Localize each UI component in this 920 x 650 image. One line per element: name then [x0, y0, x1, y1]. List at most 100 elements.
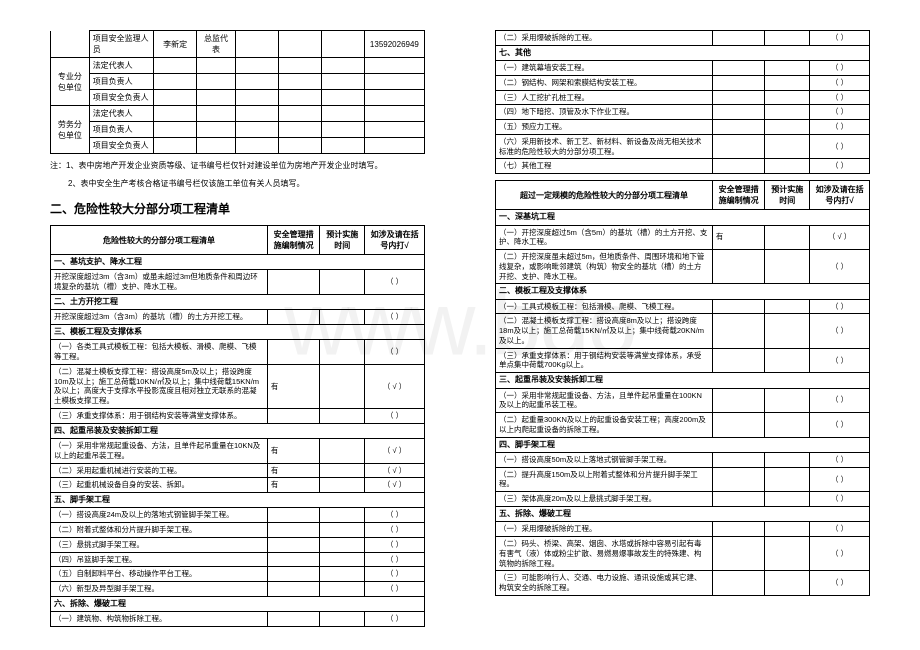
phone-cell: 13592026949 — [364, 31, 424, 58]
item-cell: （二）提升高度150m及以上附着式整体和分片提升脚手架工程。 — [496, 467, 713, 492]
item-cell: （三）起重机械设备自身的安装、拆卸。 — [51, 478, 268, 493]
paren-cell: （ ） — [810, 61, 870, 76]
paren-cell: （ ） — [810, 348, 870, 373]
paren-cell: （ √ ） — [365, 364, 425, 408]
item-cell: （三）悬挑式脚手架工程。 — [51, 537, 268, 552]
item-cell: （三）架体高度20m及以上悬挑式脚手架工程。 — [496, 492, 713, 507]
paren-cell: （ ） — [365, 340, 425, 365]
item-cell: 开挖深度超过3m（含3m）的基坑（槽）的土方开挖工程。 — [51, 310, 268, 325]
val-cell: 有 — [267, 478, 319, 493]
val-cell: 有 — [267, 364, 319, 408]
item-cell: （一）工具式模板工程：包括滑模、爬模、飞模工程。 — [496, 299, 713, 314]
paren-cell: （ ） — [365, 552, 425, 567]
item-cell: （六）新型及异型脚手架工程。 — [51, 582, 268, 597]
hazard-list-table-right-top: （二）采用爆破拆除的工程。 （ ） 七、其他 （一）建筑幕墙安装工程。 （ ） （二… — [495, 30, 870, 174]
item-cell: （一）采用非常规起重设备、方法，且单件起吊重量在100KN及以上的起重吊装工程。 — [496, 388, 713, 413]
col-h1: 危险性较大的分部分项工程清单 — [51, 226, 268, 255]
item-cell: （四）吊篮脚手架工程。 — [51, 552, 268, 567]
paren-cell: （ ） — [810, 522, 870, 537]
section-2-title: 二、危险性较大分部分项工程清单 — [50, 200, 425, 217]
item-cell: （二）附着式整体和分片提升脚手架工程。 — [51, 523, 268, 538]
item-cell: （一）搭设高度50m及以上落地式钢管脚手架工程。 — [496, 452, 713, 467]
item-cell: （二）采用起重机械进行安装的工程。 — [51, 463, 268, 478]
paren-cell: （ ） — [810, 314, 870, 348]
personnel-table: 项目安全监理人员 李新定 总监代表 13592026949 专业分包单位 法定代… — [50, 30, 425, 154]
paren-cell: （ ） — [810, 31, 870, 46]
cat-row: 三、模板工程及支撑体系 — [51, 325, 425, 340]
role-cell: 项目负责人 — [89, 122, 153, 138]
paren-cell: （ ） — [365, 270, 425, 295]
name-cell: 李新定 — [154, 31, 197, 58]
left-page: 项目安全监理人员 李新定 总监代表 13592026949 专业分包单位 法定代… — [0, 0, 460, 650]
item-cell: （五）预应力工程。 — [496, 120, 713, 135]
col-h2b: 安全管理措施编制情况 — [712, 181, 764, 210]
item-cell: （一）建筑幕墙安装工程。 — [496, 61, 713, 76]
item-cell: （二）混凝土模板支撑工程：搭设高度8m及以上；搭设跨度18m及以上；施工总荷载1… — [496, 314, 713, 348]
item-cell: （一）开挖深度超过5m（含5m）的基坑（槽）的土方开挖、支护、降水工程。 — [496, 225, 713, 250]
item-cell: （一）采用爆破拆除的工程。 — [496, 522, 713, 537]
paren-cell: （ √ ） — [365, 463, 425, 478]
paren-cell: （ ） — [810, 537, 870, 571]
cat-row: 五、脚手架工程 — [51, 493, 425, 508]
item-cell: （二）混凝土模板支撑工程：搭设高度5m及以上；搭设跨度10m及以上；施工总荷载1… — [51, 364, 268, 408]
cat-row: 六、拆除、爆破工程 — [51, 596, 425, 611]
paren-cell: （ √ ） — [365, 478, 425, 493]
col-h2: 安全管理措施编制情况 — [267, 226, 319, 255]
paren-cell: （ ） — [810, 467, 870, 492]
hazard-list-table-left: 危险性较大的分部分项工程清单 安全管理措施编制情况 预计实施时间 如涉及请在括号… — [50, 225, 425, 627]
paren-cell: （ ） — [810, 388, 870, 413]
item-cell: （二）起重量300KN及以上的起重设备安装工程；高度200m及以上内爬起重设备的… — [496, 413, 713, 438]
col-h1b: 超过一定规模的危险性较大的分部分项工程清单 — [496, 181, 713, 210]
item-cell: （三）可能影响行人、交通、电力设施、通讯设施或其它建、构筑安全的拆除工程。 — [496, 571, 713, 596]
right-page: （二）采用爆破拆除的工程。 （ ） 七、其他 （一）建筑幕墙安装工程。 （ ） （二… — [460, 0, 920, 650]
item-cell: （一）建筑物、构筑物拆除工程。 — [51, 612, 268, 627]
paren-cell: （ ） — [365, 508, 425, 523]
cat-row: 七、其他 — [496, 45, 870, 60]
paren-cell: （ ） — [810, 492, 870, 507]
item-cell: （四）地下暗挖、顶管及水下作业工程。 — [496, 105, 713, 120]
cat-row: 一、基坑支护、降水工程 — [51, 255, 425, 270]
paren-cell: （ ） — [810, 90, 870, 105]
item-cell: 开挖深度超过3m（含3m）或虽未超过3m但地质条件和周边环境复杂的基坑（槽）支护… — [51, 270, 268, 295]
item-cell: （二）码头、桥梁、高架、烟囱、水塔或拆除中容易引起有毒有害气（液）体或粉尘扩散、… — [496, 537, 713, 571]
col-h3b: 预计实施时间 — [765, 181, 810, 210]
cat-row: 三、起重吊装及安装拆卸工程 — [496, 373, 870, 388]
cat-row: 四、脚手架工程 — [496, 437, 870, 452]
cat-row: 二、土方开挖工程 — [51, 294, 425, 309]
role-cell: 项目安全负责人 — [89, 138, 153, 154]
cat-row: 四、起重吊装及安装拆卸工程 — [51, 423, 425, 438]
cat-row: 一、深基坑工程 — [496, 210, 870, 225]
unit2-cell: 劳务分包单位 — [51, 106, 90, 154]
paren-cell: （ ） — [365, 537, 425, 552]
paren-cell: （ ） — [810, 299, 870, 314]
col-h4b: 如涉及请在括号内打√ — [810, 181, 870, 210]
item-cell: （七）其他工程 — [496, 159, 713, 174]
paren-cell: （ √ ） — [810, 225, 870, 250]
item-cell: （一）采用非常规起重设备、方法，且单件起吊重量在10KN及以上的起重吊装工程。 — [51, 439, 268, 464]
role-cell: 项目安全负责人 — [89, 90, 153, 106]
paren-cell: （ ） — [365, 408, 425, 423]
role-cell: 法定代表人 — [89, 106, 153, 122]
role-cell: 法定代表人 — [89, 58, 153, 74]
item-cell: （三）承重支撑体系：用于钢结构安装等满堂支撑体系，承受单点集中荷载700Kg以上… — [496, 348, 713, 373]
paren-cell: （ ） — [810, 413, 870, 438]
item-cell: （二）采用爆破拆除的工程。 — [496, 31, 713, 46]
item-cell: （二）钢结构、网架和索膜结构安装工程。 — [496, 75, 713, 90]
item-cell: （六）采用新技术、新工艺、新材料、新设备及尚无相关技术标准的危险性较大的分部分项… — [496, 134, 713, 159]
role2-cell: 总监代表 — [197, 31, 236, 58]
item-cell: （三）承重支撑体系：用于钢结构安装等满堂支撑体系。 — [51, 408, 268, 423]
val-cell: 有 — [712, 225, 764, 250]
item-cell: （二）开挖深度虽未超过5m，但地质条件、周围环境和地下管线复杂，或影响毗邻建筑（… — [496, 250, 713, 284]
hazard-list-table-right-bottom: 超过一定规模的危险性较大的分部分项工程清单 安全管理措施编制情况 预计实施时间 … — [495, 180, 870, 596]
paren-cell: （ ） — [810, 250, 870, 284]
cat-row: 五、拆除、爆破工程 — [496, 506, 870, 521]
paren-cell: （ ） — [365, 612, 425, 627]
item-cell: （一）各类工具式模板工程：包括大模板、滑模、爬模、飞模等工程。 — [51, 340, 268, 365]
val-cell: 有 — [267, 463, 319, 478]
val-cell: 有 — [267, 439, 319, 464]
paren-cell: （ ） — [810, 452, 870, 467]
item-cell: （五）自制卸料平台、移动操作平台工程。 — [51, 567, 268, 582]
item-cell: （三）人工挖扩孔桩工程。 — [496, 90, 713, 105]
note-1: 注：1、表中房地产开发企业资质等级、证书编号栏仅针对建设单位为房地产开发企业时填… — [50, 160, 425, 172]
col-h3: 预计实施时间 — [320, 226, 365, 255]
